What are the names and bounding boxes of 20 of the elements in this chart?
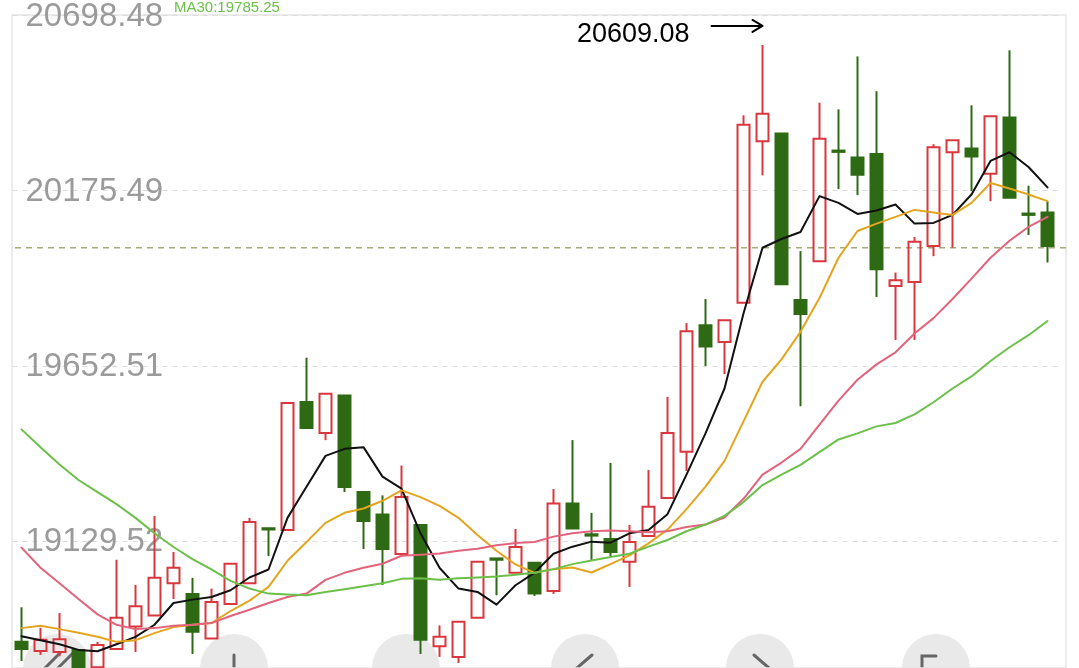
candlestick: [698, 298, 713, 368]
y-tick-label: 20175.49: [25, 170, 164, 208]
y-tick-label: 19652.51: [25, 346, 164, 384]
candlestick: [869, 90, 884, 299]
candlestick: [14, 606, 29, 662]
candlestick: [793, 250, 808, 408]
candlestick: [850, 55, 865, 197]
text: MA30:19785.25: [174, 0, 280, 15]
candlestick: [964, 104, 979, 193]
candlestick: [128, 583, 143, 653]
y-tick-label: 20698.48: [25, 0, 164, 33]
line-series: [20, 320, 1049, 597]
candlestick: [1021, 184, 1036, 237]
annotation: 20609.08: [576, 17, 690, 48]
candlestick: [831, 108, 846, 191]
candlestick: [755, 43, 770, 177]
candlestick: [584, 511, 599, 562]
candlestick: [166, 551, 181, 600]
candlestick: [432, 624, 447, 658]
candlestick: [375, 494, 390, 586]
